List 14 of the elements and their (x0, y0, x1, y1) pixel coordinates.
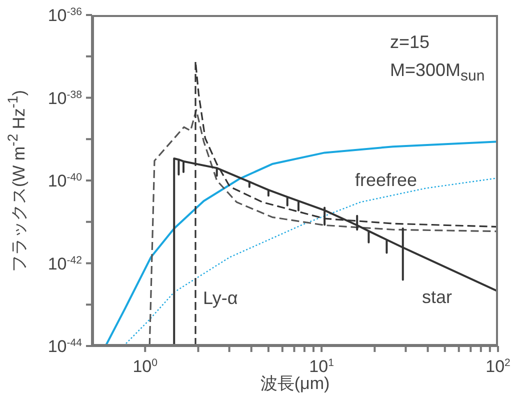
y-tick-label: 10$^{-40}$ (48, 172, 82, 190)
x-tick-label: 10$^{1}$ (309, 357, 334, 376)
annotation: z=15 (390, 32, 430, 53)
annotation: Ly-α (203, 288, 238, 309)
y-tick-label: 10$^{-36}$ (48, 6, 82, 25)
x-tick-label: 10$^{0}$ (132, 357, 158, 376)
y-tick-label: 10$^{-44}$ (48, 337, 82, 356)
y-tick-label: 10$^{-42}$ (48, 254, 82, 274)
x-tick-label: 10$^{2}$ (486, 357, 511, 376)
annotation: M=300M$_{sun}$ (390, 60, 485, 85)
annotation: star (422, 287, 452, 308)
annotation: freefree (355, 170, 418, 191)
x-axis-title: 波長(μm) (260, 373, 330, 395)
y-tick-label: 10$^{-38}$ (48, 88, 82, 108)
